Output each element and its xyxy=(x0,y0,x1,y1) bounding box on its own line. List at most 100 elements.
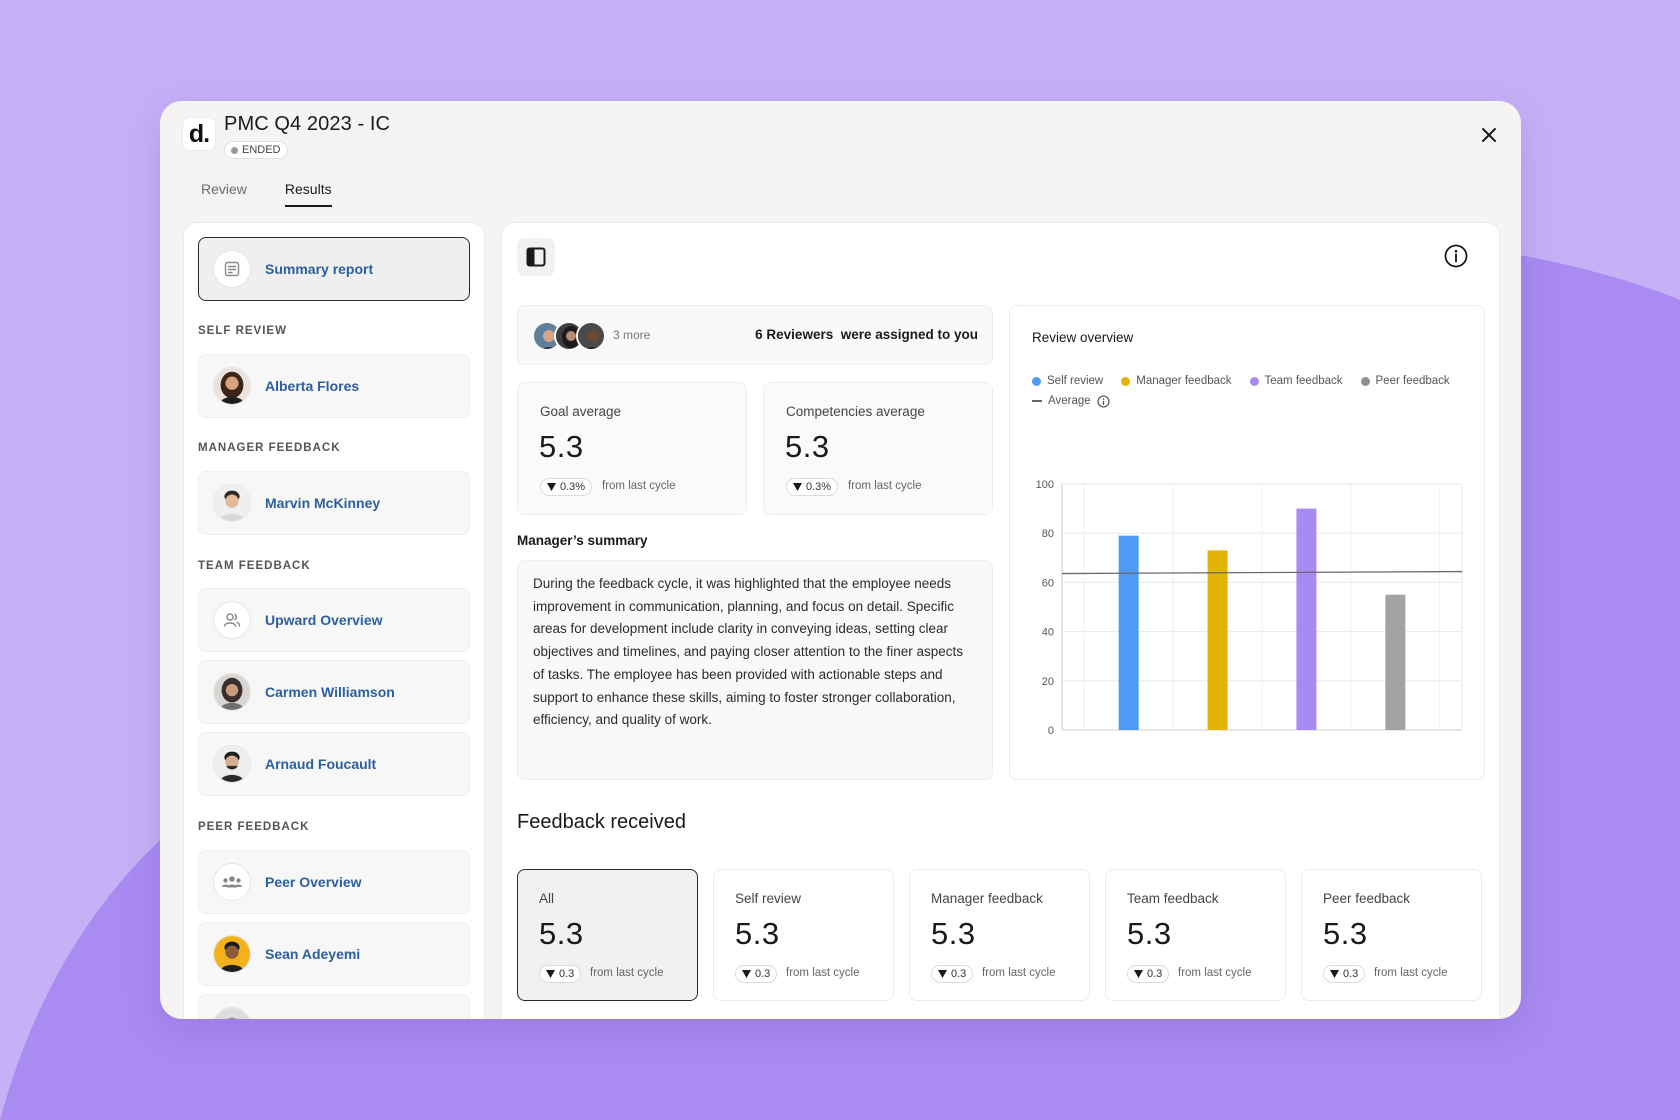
delta-badge: 0.3 xyxy=(931,965,974,983)
stat-value: 5.3 xyxy=(1127,916,1172,951)
panel-toggle-button[interactable] xyxy=(517,238,555,276)
delta-value: 0.3 xyxy=(559,968,575,980)
legend-label: Team feedback xyxy=(1264,375,1343,387)
feedback-card-all[interactable]: All 5.3 0.3 from last cycle xyxy=(517,869,698,1001)
delta-caption: from last cycle xyxy=(590,967,664,979)
delta-badge: 0.3 xyxy=(1127,965,1170,983)
average-line xyxy=(1061,570,1463,575)
info-icon[interactable] xyxy=(1097,394,1110,408)
legend-label: Average xyxy=(1048,395,1091,407)
sidebar-item-summary-report[interactable]: Summary report xyxy=(198,237,470,301)
delta-value: 0.3 xyxy=(951,968,967,980)
tab-results[interactable]: Results xyxy=(284,181,332,207)
panel-toggle-icon xyxy=(526,247,546,267)
tab-review[interactable]: Review xyxy=(201,181,247,197)
avatar xyxy=(213,935,251,973)
triangle-down-icon xyxy=(1134,970,1143,978)
legend-label: Manager feedback xyxy=(1136,375,1232,387)
person-avatar-icon xyxy=(214,368,250,404)
stat-label: Peer feedback xyxy=(1323,891,1411,906)
stat-label: All xyxy=(539,891,555,906)
bar-peer-feedback xyxy=(1385,594,1406,730)
sidebar-item-arnaud-foucault[interactable]: Arnaud Foucault xyxy=(198,732,470,796)
review-overview-chart: Review overview Self review Manager feed… xyxy=(1009,305,1485,780)
stat-value: 5.3 xyxy=(1323,916,1368,951)
legend-label: Self review xyxy=(1047,375,1104,387)
y-tick-label: 80 xyxy=(1042,528,1054,540)
feedback-card-self-review[interactable]: Self review 5.3 0.3 from last cycle xyxy=(713,869,894,1001)
sidebar-item-sean-adeyemi[interactable]: Sean Adeyemi xyxy=(198,922,470,986)
stat-label: Goal average xyxy=(540,404,622,419)
reviewer-avatars xyxy=(532,321,606,351)
reviewers-more-label[interactable]: 3 more xyxy=(613,328,651,342)
avatar xyxy=(213,1007,251,1019)
delta-badge: 0.3 xyxy=(539,965,582,983)
sidebar-item-marvin-mckinney[interactable]: Marvin McKinney xyxy=(198,471,470,535)
feedback-card-team-feedback[interactable]: Team feedback 5.3 0.3 from last cycle xyxy=(1105,869,1286,1001)
delta-caption: from last cycle xyxy=(1178,967,1252,979)
delta-caption: from last cycle xyxy=(1374,967,1448,979)
legend-item-self-review: Self review xyxy=(1032,375,1103,387)
status-label: ENDED xyxy=(242,144,281,156)
page-title: PMC Q4 2023 - IC xyxy=(224,113,391,135)
sidebar-item-label: Alberta Flores xyxy=(265,378,360,394)
close-icon xyxy=(1482,128,1496,142)
peer-icon-wrap xyxy=(213,863,251,901)
triangle-down-icon xyxy=(938,970,947,978)
person-avatar-icon xyxy=(214,1008,250,1019)
triangle-down-icon xyxy=(793,483,802,491)
feedback-card-manager-feedback[interactable]: Manager feedback 5.3 0.3 from last cycle xyxy=(909,869,1090,1001)
feedback-received-title: Feedback received xyxy=(517,811,686,833)
reviewers-card: 3 more 6 Reviewers were assigned to you xyxy=(517,305,993,365)
legend-item-average: Average xyxy=(1032,394,1110,408)
delta-caption: from last cycle xyxy=(848,480,922,492)
sidebar-item-carmen-williamson[interactable]: Carmen Williamson xyxy=(198,660,470,724)
bar-chart: 0 20 40 60 80 100 xyxy=(1036,479,1463,737)
group-icon xyxy=(221,876,243,888)
y-tick-label: 60 xyxy=(1042,577,1054,589)
delta-badge: 0.3% xyxy=(786,478,839,496)
sidebar-item-label: Carmen Williamson xyxy=(265,684,395,700)
triangle-down-icon xyxy=(547,483,556,491)
y-tick-label: 100 xyxy=(1036,479,1054,491)
chart-title: Review overview xyxy=(1032,330,1134,345)
sidebar-item-next[interactable] xyxy=(198,994,470,1019)
section-team-feedback: TEAM FEEDBACK xyxy=(198,560,311,572)
sidebar-item-peer-overview[interactable]: Peer Overview xyxy=(198,850,470,914)
legend-label: Peer feedback xyxy=(1375,375,1450,387)
app-logo: d. xyxy=(183,118,215,150)
sidebar-item-upward-overview[interactable]: Upward Overview xyxy=(198,588,470,652)
info-button[interactable] xyxy=(1443,243,1469,269)
avatar xyxy=(213,745,251,783)
avatar xyxy=(213,673,251,711)
info-icon xyxy=(1444,244,1468,268)
managers-summary-text: During the feedback cycle, it was highli… xyxy=(517,560,993,780)
sidebar-item-alberta-flores[interactable]: Alberta Flores xyxy=(198,354,470,418)
reviewers-assigned-text: 6 Reviewers were assigned to you xyxy=(755,327,978,342)
close-button[interactable] xyxy=(1477,123,1501,147)
person-avatar-icon xyxy=(578,323,604,349)
stat-label: Manager feedback xyxy=(931,891,1043,906)
delta-value: 0.3 xyxy=(1147,968,1163,980)
summary-icon-wrap xyxy=(213,250,251,288)
triangle-down-icon xyxy=(742,970,751,978)
person-avatar-icon xyxy=(214,746,250,782)
delta-badge: 0.3 xyxy=(735,965,778,983)
delta-caption: from last cycle xyxy=(602,480,676,492)
delta-caption: from last cycle xyxy=(982,967,1056,979)
feedback-card-peer-feedback[interactable]: Peer feedback 5.3 0.3 from last cycle xyxy=(1301,869,1482,1001)
results-main-panel: 3 more 6 Reviewers were assigned to you … xyxy=(501,222,1500,1019)
delta-badge: 0.3 xyxy=(1323,965,1366,983)
delta-value: 0.3% xyxy=(806,481,832,493)
bar-manager-feedback xyxy=(1207,550,1228,730)
delta-caption: from last cycle xyxy=(786,967,860,979)
y-tick-label: 40 xyxy=(1042,627,1054,639)
legend-item-team-feedback: Team feedback xyxy=(1249,375,1343,387)
legend-item-peer-feedback: Peer feedback xyxy=(1360,375,1450,387)
goal-average-card: Goal average 5.3 0.3% from last cycle xyxy=(517,382,747,515)
triangle-down-icon xyxy=(1330,970,1339,978)
section-self-review: SELF REVIEW xyxy=(198,325,287,337)
sidebar-item-label: Marvin McKinney xyxy=(265,495,381,511)
stat-value: 5.3 xyxy=(735,916,780,951)
sidebar-item-label: Summary report xyxy=(265,261,374,277)
